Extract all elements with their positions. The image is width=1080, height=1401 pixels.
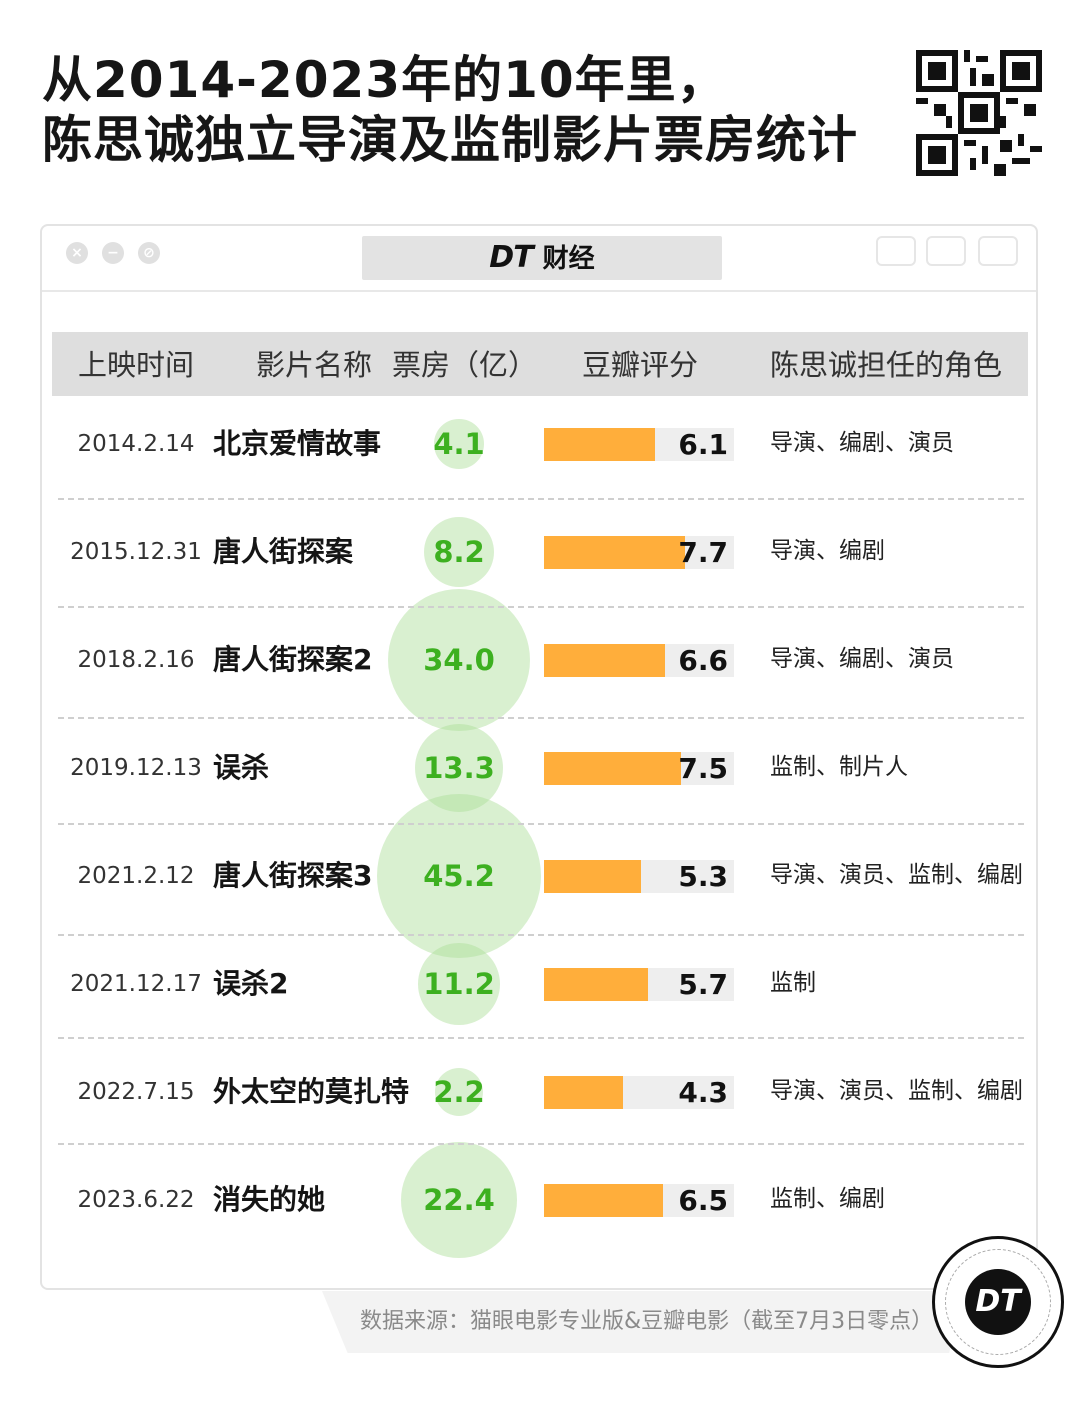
table-row: 2021.2.12 唐人街探案3 45.2 5.3 导演、演员、监制、编剧 [52,794,1028,958]
director-roles: 导演、演员、监制、编剧 [770,1078,1023,1104]
box-office-value: 34.0 [423,643,495,677]
release-date: 2018.2.16 [77,647,195,673]
table-row: 2023.6.22 消失的她 22.4 6.5 监制、编剧 [52,1142,1028,1258]
director-roles: 导演、编剧、演员 [770,430,954,456]
box-office-value: 22.4 [423,1183,495,1217]
table-row: 2019.12.13 误杀 13.3 7.5 监制、制片人 [52,723,1028,813]
badge-ring [945,1249,1051,1355]
box-office-bubble [401,1142,517,1258]
copy-icon [978,236,1018,266]
record-icon [876,236,916,266]
close-icon: × [66,242,88,264]
box-office-bubble [377,794,541,958]
table-row: 2021.12.17 误杀2 11.2 5.7 监制 [52,943,1028,1025]
rating-bar [544,428,656,461]
rating-value: 4.3 [678,1076,728,1109]
page-title: 从2014-2023年的10年里， 陈思诚独立导演及监制影片票房统计 [42,50,902,170]
box-office-bubble [414,723,504,813]
row-divider [58,1037,1024,1039]
rating-value: 6.5 [678,1184,728,1217]
rating-value: 6.6 [678,644,728,677]
rating-value: 7.5 [678,752,728,785]
table-header: 上映时间 影片名称 票房（亿） 豆瓣评分 陈思诚担任的角色 [52,332,1028,396]
dt-logo-icon: DT [965,1269,1031,1335]
source-tab [322,1291,962,1353]
box-office-bubble [424,517,494,587]
brand-tab: DT 财经 [362,236,722,280]
maximize-icon: ⊘ [138,242,160,264]
film-title: 误杀2 [213,967,289,1000]
rating-bar [544,968,649,1001]
row-divider [58,717,1024,719]
dt-logo-badge: DT [932,1236,1064,1368]
table-row: 2015.12.31 唐人街探案 8.2 7.7 导演、编剧 [52,517,1028,587]
row-divider [58,498,1024,500]
film-title: 北京爱情故事 [213,427,382,460]
release-date: 2014.2.14 [77,431,195,457]
rating-bar [544,536,685,569]
header-box-office: 票房（亿） [392,348,538,382]
rating-bar [544,644,665,677]
header-date: 上映时间 [78,348,195,382]
chart-window: × − ⊘ DT 财经 [40,224,1038,1290]
table-row: 2014.2.14 北京爱情故事 4.1 6.1 导演、编剧、演员 [52,414,1028,474]
director-roles: 监制、制片人 [770,754,908,780]
director-roles: 导演、编剧 [770,538,885,564]
share-icon [926,236,966,266]
header-rating: 豆瓣评分 [582,348,699,382]
release-date: 2015.12.31 [70,539,202,565]
rating-value: 7.7 [678,536,728,569]
film-title: 误杀 [213,751,270,784]
qr-code-icon [916,50,1042,176]
box-office-value: 2.2 [433,1075,485,1109]
box-office-bubble [435,1068,483,1116]
box-office-value: 45.2 [423,859,495,893]
box-office-value: 4.1 [433,427,485,461]
rating-bar [544,1184,663,1217]
brand-dt-logo: DT [489,240,533,275]
rating-value: 6.1 [678,428,728,461]
release-date: 2021.2.12 [77,863,195,889]
table-row: 2022.7.15 外太空的莫扎特 2.2 4.3 导演、演员、监制、编剧 [52,1062,1028,1122]
director-roles: 导演、编剧、演员 [770,646,954,672]
header-roles: 陈思诚担任的角色 [770,348,1003,382]
box-office-bubble [418,943,500,1025]
release-date: 2023.6.22 [77,1187,195,1213]
box-office-value: 8.2 [433,535,485,569]
box-office-value: 13.3 [423,751,495,785]
row-divider [58,606,1024,608]
release-date: 2021.12.17 [70,971,202,997]
header-film: 影片名称 [256,348,373,382]
box-office-bubble [387,588,531,732]
rating-value: 5.3 [678,860,728,893]
rating-value: 5.7 [678,968,728,1001]
title-line-1: 从2014-2023年的10年里， [42,51,728,109]
director-roles: 监制 [770,970,816,996]
release-date: 2019.12.13 [70,755,202,781]
rating-bar [544,752,682,785]
release-date: 2022.7.15 [77,1079,195,1105]
rating-bar [544,1076,623,1109]
brand-name: 财经 [542,244,595,274]
row-divider [58,1143,1024,1145]
film-title: 唐人街探案 [213,535,354,568]
director-roles: 监制、编剧 [770,1186,885,1212]
director-roles: 导演、演员、监制、编剧 [770,862,1023,888]
row-divider [58,823,1024,825]
rating-bar [544,860,641,893]
box-office-value: 11.2 [423,967,495,1001]
row-divider [58,934,1024,936]
table-row: 2018.2.16 唐人街探案2 34.0 6.6 导演、编剧、演员 [52,588,1028,732]
film-title: 唐人街探案2 [213,643,373,676]
film-title: 消失的她 [213,1183,326,1216]
title-line-2: 陈思诚独立导演及监制影片票房统计 [42,111,858,169]
data-source: 数据来源：猫眼电影专业版&豆瓣电影（截至7月3日零点） [360,1309,934,1334]
box-office-bubble [434,419,484,469]
window-titlebar: × − ⊘ DT 财经 [42,226,1036,292]
film-title: 外太空的莫扎特 [213,1075,410,1108]
minimize-icon: − [102,242,124,264]
film-title: 唐人街探案3 [213,859,373,892]
